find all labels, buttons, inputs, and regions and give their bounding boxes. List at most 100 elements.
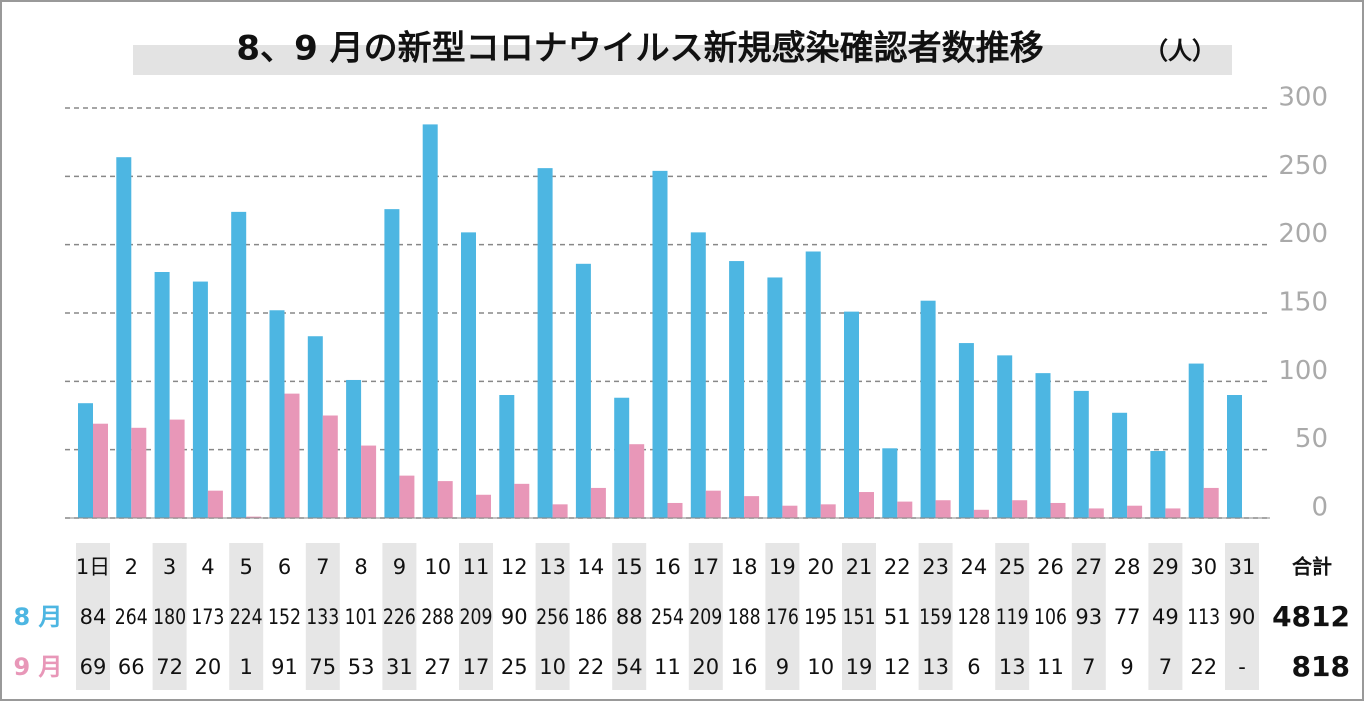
y-tick-label: 0	[1311, 493, 1328, 523]
table-shade	[305, 543, 340, 690]
x-tick-label: 7	[316, 555, 329, 579]
bar	[744, 496, 760, 518]
table-value: 209	[689, 605, 722, 629]
series-total: 4812	[1272, 600, 1350, 633]
x-tick-label: 13	[539, 555, 566, 579]
bar	[499, 395, 515, 518]
table-value: 25	[501, 655, 528, 679]
x-tick-label: 22	[884, 555, 911, 579]
bar	[269, 310, 285, 518]
table-shade	[995, 543, 1030, 690]
unit-label: （人）	[1144, 37, 1216, 65]
bar	[192, 281, 208, 518]
bar	[820, 504, 836, 518]
table-value: 9	[1120, 655, 1133, 679]
bar	[690, 232, 706, 518]
bar	[614, 397, 630, 518]
table-shade	[1225, 543, 1259, 690]
table-value: 31	[386, 655, 413, 679]
table-value: 254	[651, 605, 684, 629]
x-tick-label: 9	[393, 555, 406, 579]
bar	[322, 415, 338, 518]
table-value: 75	[309, 655, 336, 679]
bar	[422, 124, 438, 519]
bar	[859, 492, 874, 518]
bar	[346, 379, 362, 518]
table-shade	[688, 543, 723, 690]
table-value: 22	[578, 655, 605, 679]
x-tick-label: 29	[1152, 555, 1179, 579]
y-tick-label: 150	[1278, 288, 1328, 318]
bar	[1227, 395, 1242, 518]
table-value: 6	[967, 655, 980, 679]
table-shade	[842, 543, 876, 690]
table-value: 195	[804, 605, 837, 629]
table-value: 91	[271, 655, 298, 679]
x-tick-label: 26	[1037, 555, 1064, 579]
bar	[131, 427, 147, 518]
table-value: 256	[536, 605, 569, 629]
bar	[307, 336, 323, 518]
bar	[384, 209, 400, 518]
bar	[767, 277, 783, 518]
table-value: 13	[922, 655, 949, 679]
table-value: 88	[616, 605, 643, 629]
y-tick-label: 200	[1278, 219, 1328, 249]
bar	[284, 393, 300, 518]
bar	[246, 516, 262, 518]
x-tick-label: 23	[922, 555, 949, 579]
x-tick-label: 3	[163, 555, 176, 579]
bar	[958, 343, 974, 518]
table-value: 51	[884, 605, 911, 629]
bar	[882, 448, 898, 518]
bar	[1050, 502, 1066, 518]
table-value: 49	[1152, 605, 1179, 629]
x-tick-label: 4	[201, 555, 214, 579]
x-tick-label: 12	[501, 555, 528, 579]
table-value: 209	[460, 605, 493, 629]
table-value: 12	[884, 655, 911, 679]
bar	[1203, 487, 1219, 518]
table-value: 180	[153, 605, 186, 629]
table-value: 13	[999, 655, 1026, 679]
table-value: 19	[846, 655, 873, 679]
series-total: 818	[1292, 650, 1350, 683]
x-tick-label: 10	[424, 555, 451, 579]
table-shade	[76, 543, 110, 690]
table-value: 54	[616, 655, 643, 679]
table-value: 11	[654, 655, 681, 679]
bar	[1127, 505, 1143, 518]
x-tick-label: 31	[1229, 555, 1256, 579]
bar	[973, 509, 989, 518]
table-value: 90	[1229, 605, 1256, 629]
chart-title: 8、9 月の新型コロナウイルス新規感染確認者数推移	[236, 29, 1043, 69]
table-value: 66	[118, 655, 145, 679]
y-tick-label: 50	[1295, 424, 1328, 454]
table-shade	[918, 543, 953, 690]
table-value: 226	[383, 605, 416, 629]
x-tick-label: 1日	[76, 555, 110, 579]
x-tick-label: 6	[278, 555, 291, 579]
x-tick-label: 17	[692, 555, 719, 579]
bar	[897, 501, 913, 518]
table-value: 22	[1190, 655, 1217, 679]
bar	[514, 483, 530, 518]
bar	[552, 504, 568, 518]
x-tick-label: 11	[463, 555, 490, 579]
x-tick-label: 28	[1114, 555, 1141, 579]
x-tick-label: 16	[654, 555, 681, 579]
x-tick-label: 5	[240, 555, 253, 579]
bar	[1165, 508, 1181, 518]
bar	[629, 444, 645, 518]
bar	[590, 487, 606, 518]
table-value: 77	[1114, 605, 1141, 629]
table-shade	[229, 543, 264, 690]
table-value: 27	[424, 655, 451, 679]
table-value: 11	[1037, 655, 1064, 679]
table-shade	[382, 543, 417, 690]
bar	[920, 300, 936, 518]
table-value: 101	[345, 605, 378, 629]
bar	[1112, 412, 1128, 518]
bar	[1073, 390, 1089, 518]
